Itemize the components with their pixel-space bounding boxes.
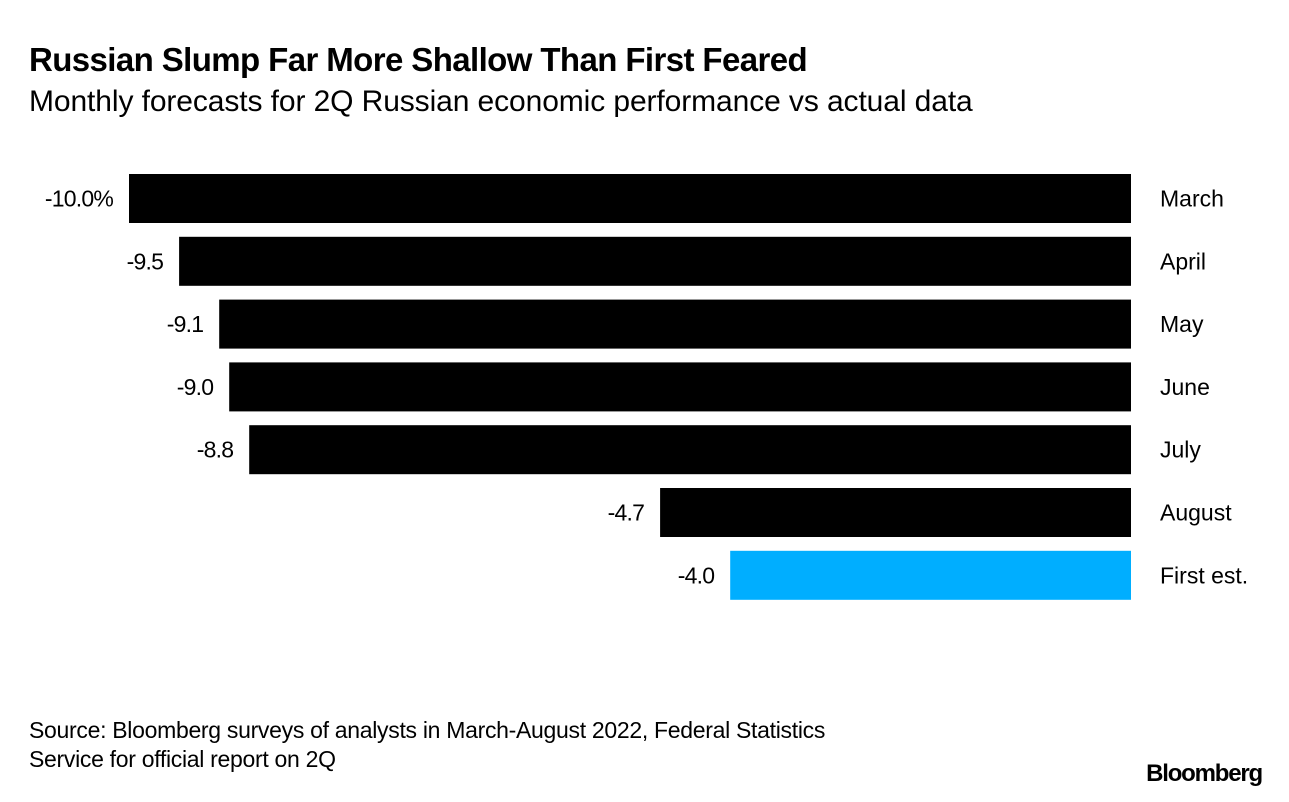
chart-title: Russian Slump Far More Shallow Than Firs… — [29, 41, 808, 78]
category-label: June — [1160, 374, 1210, 400]
source-note: Source: Bloomberg surveys of analysts in… — [29, 716, 825, 774]
value-label: -9.5 — [127, 248, 163, 274]
chart-subtitle: Monthly forecasts for 2Q Russian economi… — [29, 85, 973, 118]
bar-august — [660, 488, 1131, 537]
category-label: August — [1160, 500, 1232, 526]
source-line-1: Source: Bloomberg surveys of analysts in… — [29, 717, 826, 743]
bloomberg-logo: Bloomberg — [1146, 760, 1263, 787]
value-label: -8.8 — [197, 437, 233, 463]
source-line-2: Service for official report on 2Q — [29, 746, 336, 772]
value-label: -10.0% — [45, 186, 113, 212]
category-label: May — [1160, 311, 1204, 337]
category-label: April — [1160, 248, 1206, 274]
category-label: July — [1160, 437, 1201, 463]
value-label: -9.0 — [177, 374, 213, 400]
category-label: March — [1160, 186, 1224, 212]
bar-march — [129, 174, 1131, 223]
category-label: First est. — [1160, 562, 1248, 588]
bar-may — [219, 299, 1131, 349]
bar-first-est — [730, 550, 1131, 600]
bar-june — [229, 362, 1131, 412]
value-label: -4.7 — [608, 500, 644, 526]
bar-april — [179, 236, 1132, 286]
bar-july — [249, 425, 1131, 475]
value-label: -4.0 — [678, 562, 714, 588]
value-label: -9.1 — [167, 311, 203, 337]
